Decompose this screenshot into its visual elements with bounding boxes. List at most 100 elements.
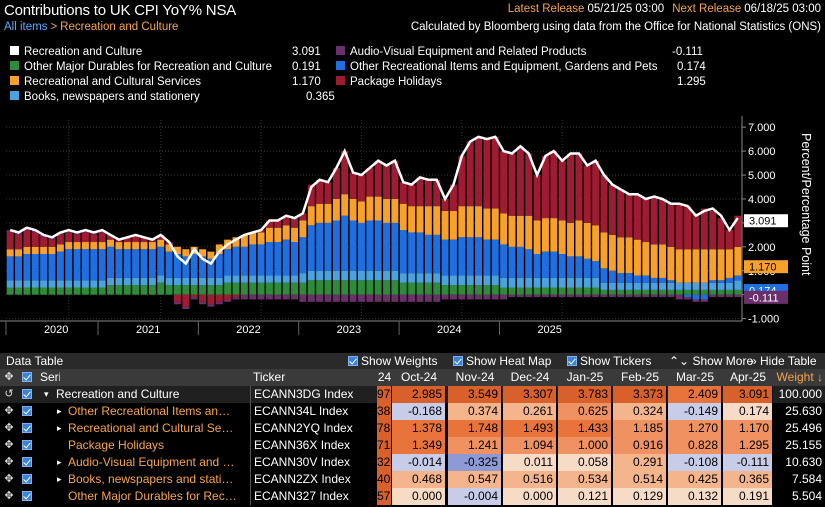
legend-item-recreational-cultural-services[interactable]: Recreational and Cultural Services 1.170: [10, 76, 321, 91]
select-all-checkbox[interactable]: [22, 369, 36, 386]
value-cell: 1.094: [503, 437, 557, 454]
ticker-cell[interactable]: ECANN34L Index: [250, 403, 376, 420]
column-header-series[interactable]: Series: [40, 370, 60, 384]
bar-segment: [349, 280, 357, 295]
bar-segment: [332, 198, 340, 221]
bar-segment: [31, 280, 39, 288]
series-name[interactable]: Books, newspapers and stati…: [68, 472, 234, 486]
ticker-cell[interactable]: ECANN2YQ Index: [250, 420, 376, 437]
table-row[interactable]: ✥ ▸ Other Recreational Items an… ECANN34L I…: [0, 403, 825, 420]
column-header-month[interactable]: Oct-24: [400, 370, 437, 384]
row-checkbox[interactable]: [22, 420, 36, 437]
bar-segment: [6, 256, 14, 281]
column-header-month[interactable]: Apr-25: [729, 370, 767, 384]
show-tickers-toggle[interactable]: Show Tickers: [567, 354, 651, 368]
column-header-month[interactable]: Jan-25: [566, 370, 604, 384]
column-header-month[interactable]: Feb-25: [620, 370, 660, 384]
show-more-button[interactable]: ⌃⌄ Show More: [669, 354, 754, 368]
bar-segment: [541, 218, 549, 252]
legend-item-books-newspapers[interactable]: Books, newspapers and stationery 0.365: [10, 91, 335, 106]
bar-segment: [224, 294, 232, 300]
bar-segment: [567, 153, 575, 223]
bar-segment: [299, 282, 307, 295]
bar-segment: [190, 297, 198, 300]
legend-value: 0.191: [292, 61, 321, 73]
bar-segment: [717, 249, 725, 281]
drag-handle-icon[interactable]: ✥: [4, 490, 14, 502]
legend-item-other-major-durables[interactable]: Other Major Durables for Recreation and …: [10, 61, 321, 76]
legend-item-audio-visual[interactable]: Audio-Visual Equipment and Related Produ…: [336, 46, 703, 61]
checkbox-icon: [22, 491, 32, 501]
drag-handle-icon[interactable]: ✥: [4, 405, 14, 417]
series-name[interactable]: Recreation and Culture: [56, 387, 180, 401]
drag-handle-icon[interactable]: ✥: [4, 456, 14, 468]
series-name[interactable]: Other Recreational Items an…: [68, 404, 231, 418]
bar-segment: [424, 273, 432, 283]
bar-segment: [700, 299, 708, 302]
collapse-arrow-icon[interactable]: ▾: [44, 389, 49, 399]
series-name[interactable]: Package Holidays: [68, 438, 165, 452]
drag-handle-icon[interactable]: ✥: [4, 371, 14, 383]
row-checkbox[interactable]: [22, 386, 36, 403]
table-row[interactable]: ✥ Package Holidays ECANN36X Index 71 1.349 1.…: [0, 437, 825, 454]
bar-segment: [341, 270, 349, 281]
column-header-month[interactable]: Dec-24: [510, 370, 550, 384]
ticker-cell[interactable]: ECANN3DG Index: [250, 386, 376, 403]
drag-handle-icon[interactable]: ✥: [4, 422, 14, 434]
drag-handle-icon[interactable]: ✥: [4, 473, 14, 485]
bar-segment: [374, 196, 382, 221]
row-checkbox[interactable]: [22, 488, 36, 505]
ticker-cell[interactable]: ECANN327 Index: [250, 488, 376, 505]
bar-segment: [123, 277, 131, 286]
table-row[interactable]: ✥ Other Major Durables for Rec… ECANN327 I…: [0, 488, 825, 505]
row-checkbox[interactable]: [22, 454, 36, 471]
column-header-ticker[interactable]: Ticker: [253, 370, 286, 384]
breadcrumb-root[interactable]: All items: [4, 21, 48, 33]
row-checkbox[interactable]: [22, 437, 36, 454]
expand-arrow-icon[interactable]: ▸: [57, 474, 62, 484]
column-header-month[interactable]: Mar-25: [675, 370, 714, 384]
expand-arrow-icon[interactable]: ▸: [57, 457, 62, 467]
legend-item-other-recreational-items[interactable]: Other Recreational Items and Equipment, …: [336, 61, 706, 76]
bar-segment: [115, 285, 123, 295]
row-checkbox[interactable]: [22, 471, 36, 488]
column-header-month[interactable]: 24: [377, 370, 392, 384]
expand-arrow-icon[interactable]: ▸: [57, 423, 62, 433]
drag-handle-icon[interactable]: ✥: [4, 439, 14, 451]
bar-segment: [550, 151, 558, 219]
bar-segment: [90, 234, 98, 243]
legend-item-package-holidays[interactable]: Package Holidays 1.295: [336, 76, 706, 91]
series-name[interactable]: Other Major Durables for Rec…: [68, 489, 237, 503]
column-header-month[interactable]: Nov-24: [455, 370, 495, 384]
x-tick-label: 2020: [44, 324, 68, 336]
row-checkbox[interactable]: [22, 403, 36, 420]
hide-table-button[interactable]: » Hide Table: [750, 354, 817, 368]
table-row[interactable]: ✥ ▸ Books, newspapers and stati… ECANN2ZX I…: [0, 471, 825, 488]
column-header-weight[interactable]: Weight ↓: [776, 370, 823, 384]
ticker-cell[interactable]: ECANN36X Index: [250, 437, 376, 454]
undo-icon[interactable]: ↺: [4, 388, 14, 400]
series-name[interactable]: Recreational and Cultural Se…: [68, 421, 234, 435]
table-row[interactable]: ↺ ▾ Recreation and Culture ECANN3DG Index 97…: [0, 386, 825, 403]
table-row[interactable]: ✥ ▸ Recreational and Cultural Se… ECANN2YQ …: [0, 420, 825, 437]
bar-segment: [525, 287, 533, 295]
table-row[interactable]: ✥ ▸ Audio-Visual Equipment and … ECANN30V I…: [0, 454, 825, 471]
bar-segment: [98, 232, 106, 243]
ticker-cell[interactable]: ECANN2ZX Index: [250, 471, 376, 488]
bar-segment: [316, 222, 324, 271]
series-name[interactable]: Audio-Visual Equipment and …: [68, 455, 235, 469]
legend-item-recreation-and-culture[interactable]: Recreation and Culture 3.091: [10, 46, 321, 61]
bar-segment: [583, 277, 591, 288]
ticker-cell[interactable]: ECANN30V Index: [250, 454, 376, 471]
bar-segment: [291, 227, 299, 243]
bar-segment: [307, 225, 315, 271]
bar-segment: [207, 277, 215, 286]
show-heat-map-toggle[interactable]: Show Heat Map: [453, 354, 551, 368]
show-weights-toggle[interactable]: Show Weights: [348, 354, 437, 368]
stacked-bar-chart[interactable]: 7.0006.0005.0004.0003.0002.0001.0000.000…: [0, 108, 825, 353]
expand-arrow-icon[interactable]: ▸: [57, 406, 62, 416]
value-cell: -0.014: [392, 454, 446, 471]
bar-segment: [500, 213, 508, 245]
legend-label: Package Holidays: [350, 76, 443, 88]
